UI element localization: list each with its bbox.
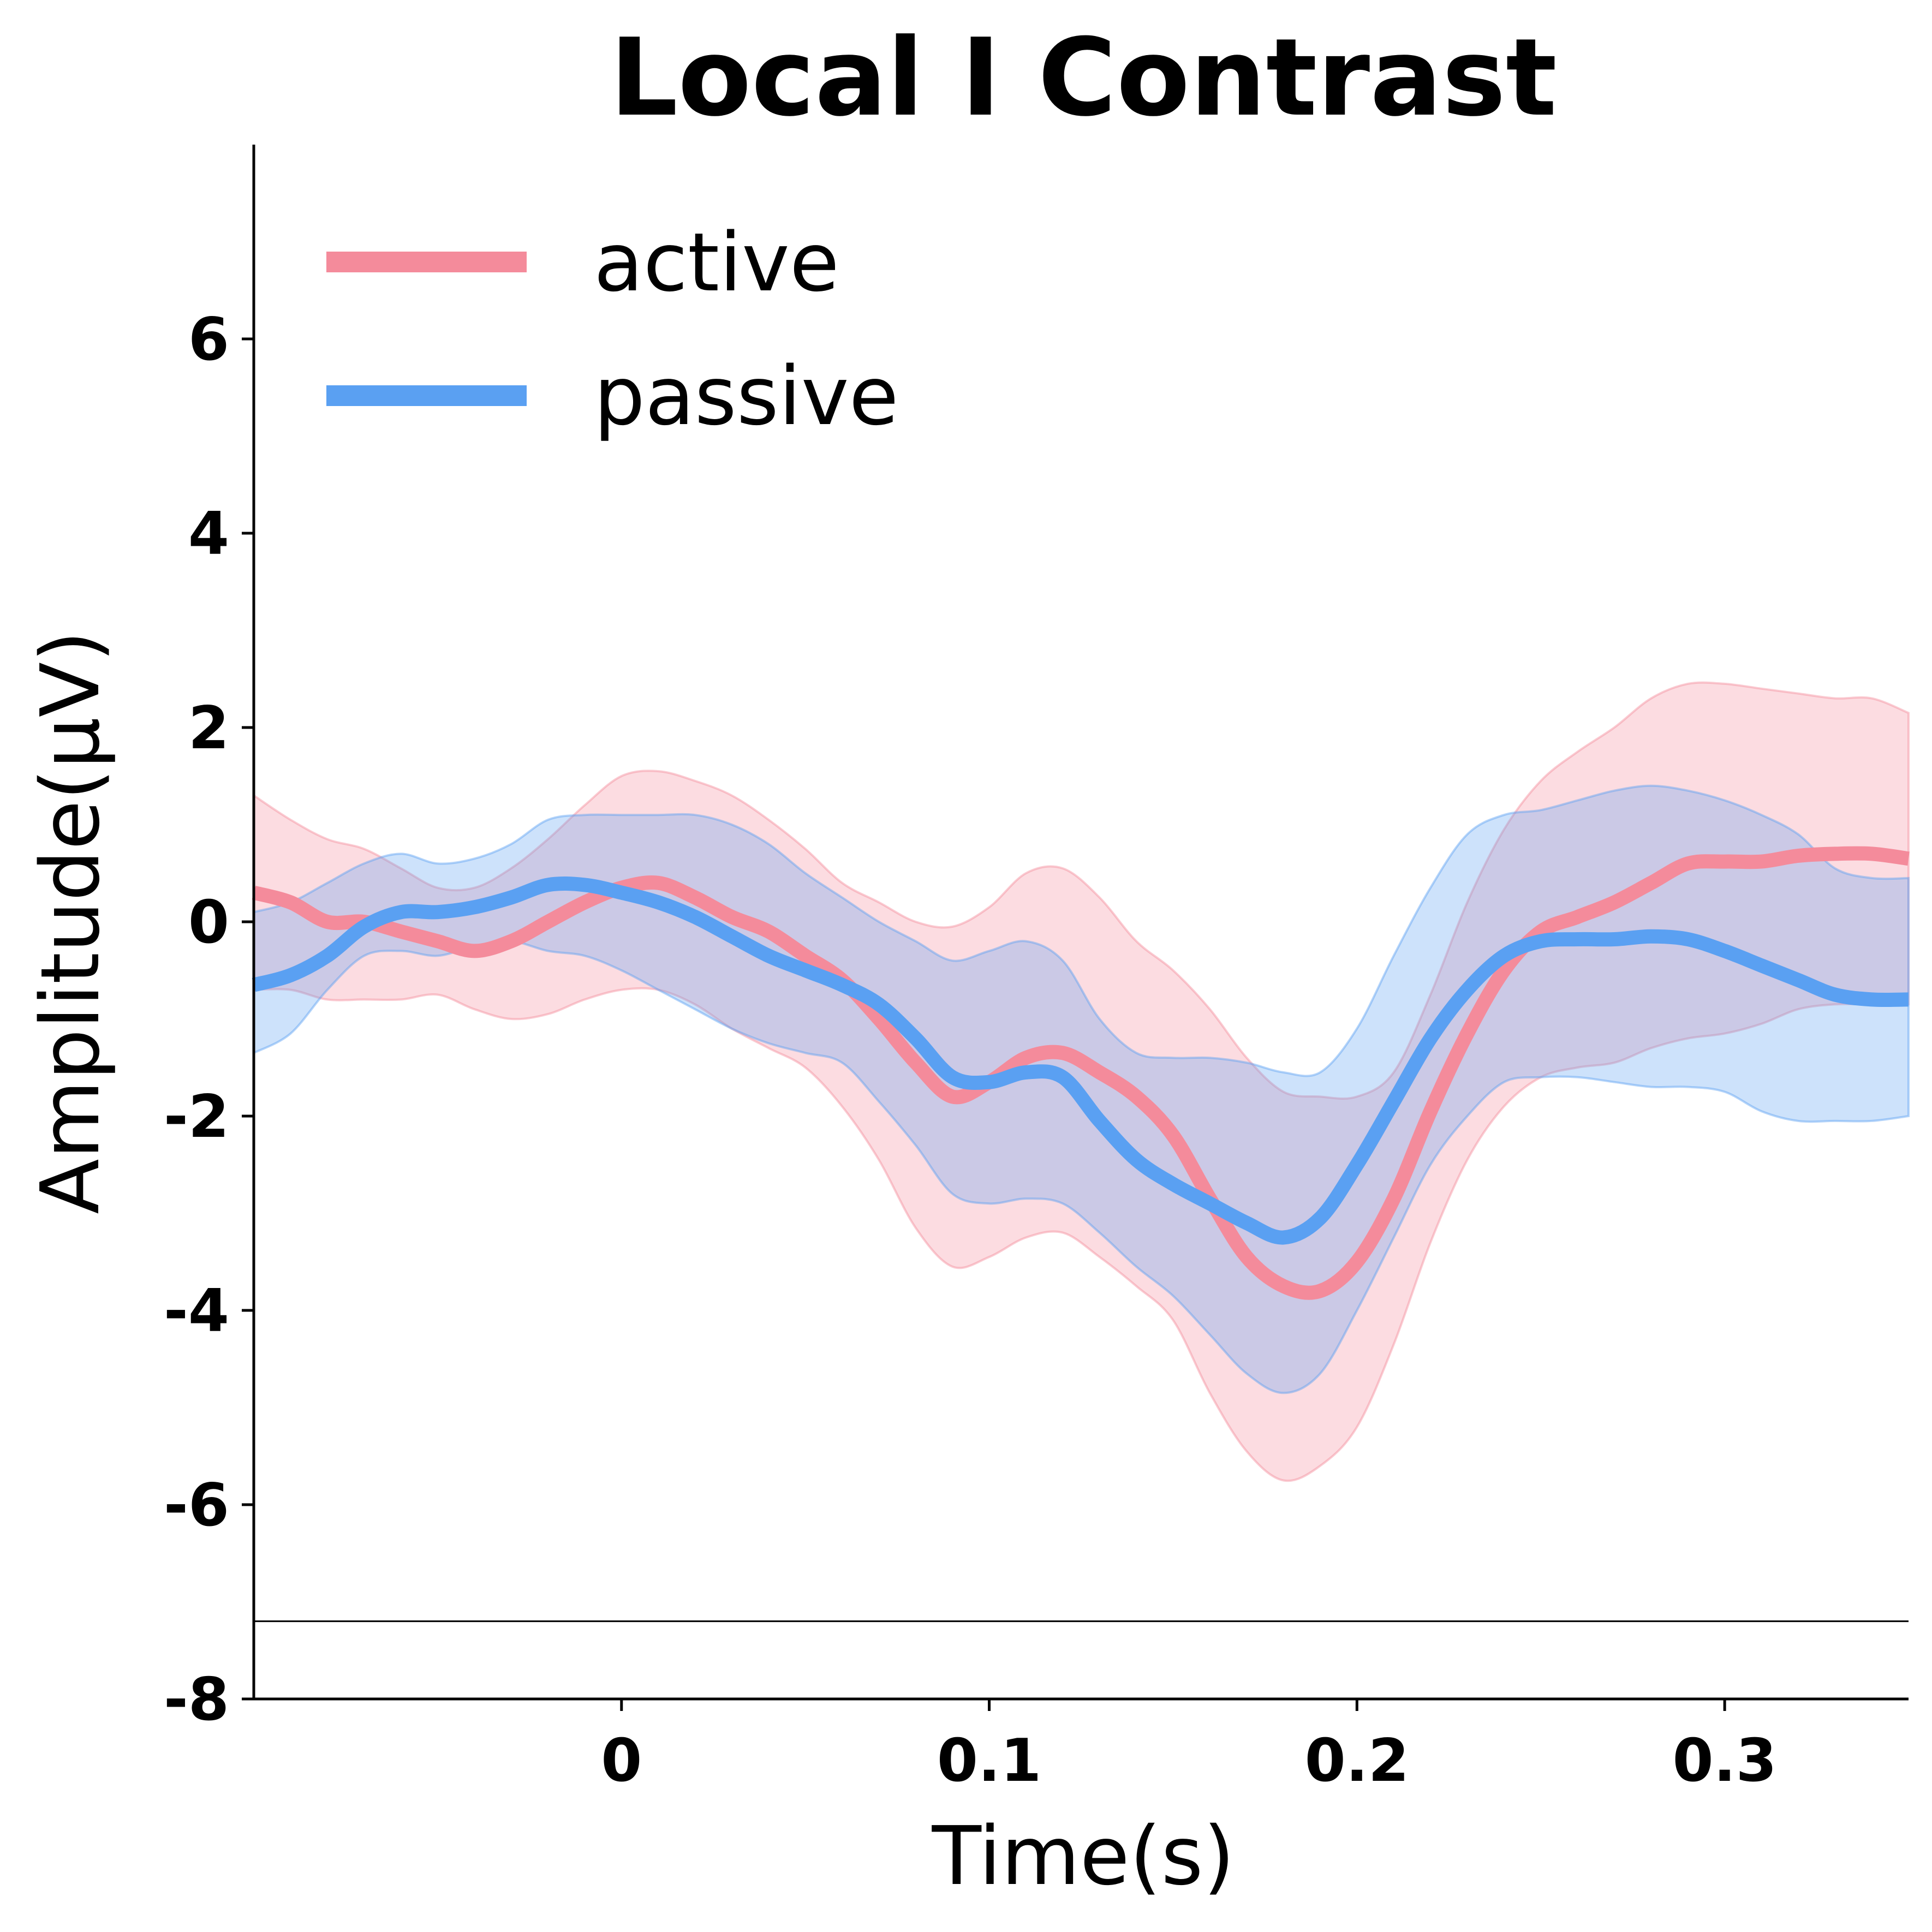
confidence-bands [253,681,1910,1482]
legend-label-passive: passive [594,349,899,443]
series-lines [252,846,1910,1300]
x-axis-ticks: 0 0.1 0.2 0.3 [601,1699,1777,1795]
x-tick-label: 0.1 [937,1727,1041,1795]
chart-title: Local I Contrast [610,16,1557,140]
y-tick-label: -8 [164,1666,229,1734]
y-tick-label: 4 [188,500,229,568]
line-active [252,846,1910,1300]
y-axis-ticks: -8 -6 -4 -2 0 2 4 6 [164,306,254,1734]
x-tick-label: 0.3 [1672,1727,1776,1795]
x-tick-label: 0.2 [1305,1727,1409,1795]
x-tick-label: 0 [601,1727,642,1795]
x-axis-label: Time(s) [932,1809,1235,1903]
y-tick-label: 0 [188,889,229,957]
y-tick-label: -4 [164,1277,229,1345]
legend: active passive [326,216,899,443]
legend-label-active: active [594,216,839,309]
y-axis-label: Amplitude(μV) [23,630,117,1214]
y-tick-label: 6 [188,306,229,374]
y-tick-label: -2 [164,1083,229,1151]
y-tick-label: -6 [164,1471,229,1540]
line-passive [252,876,1909,1245]
y-tick-label: 2 [188,694,229,762]
